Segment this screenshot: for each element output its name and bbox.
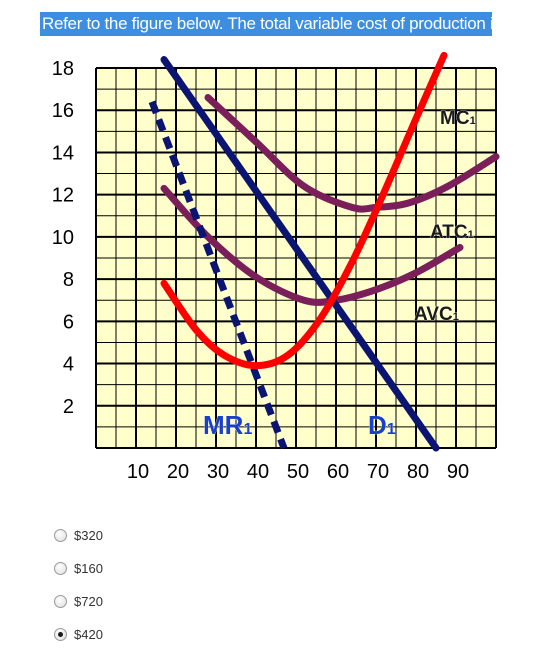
series-line-avc1: [160, 184, 464, 306]
y-tick-label: 16: [52, 100, 74, 122]
y-tick-label: 6: [63, 311, 74, 333]
y-tick-label: 4: [63, 354, 74, 376]
x-tick-label: 50: [287, 461, 309, 483]
answer-option-label[interactable]: $420: [74, 626, 103, 642]
answer-option[interactable]: $160: [54, 559, 103, 577]
radio-button[interactable]: [54, 528, 67, 542]
y-tick-label: 8: [63, 269, 74, 291]
y-tick-label: 10: [52, 227, 74, 249]
series-label-mr1: MR1: [203, 410, 252, 440]
answer-option[interactable]: $320: [54, 526, 103, 544]
answer-option[interactable]: $420: [54, 625, 103, 643]
series-line-mc1: [160, 51, 448, 370]
series-label-mc1: MC1: [440, 108, 476, 129]
series-line-d1: [160, 56, 440, 452]
series-line-atc1: [204, 94, 500, 213]
series-label-avc1: AVC1: [414, 304, 459, 325]
x-tick-label: 60: [327, 461, 349, 483]
radio-button[interactable]: [54, 627, 67, 641]
x-tick-label: 90: [447, 461, 469, 483]
series-label-atc1: ATC1: [430, 222, 474, 243]
radio-button[interactable]: [54, 561, 67, 575]
answer-option[interactable]: $720: [54, 592, 103, 610]
x-tick-label: 40: [247, 461, 269, 483]
radio-button[interactable]: [54, 594, 67, 608]
question-text: Refer to the figure below. The total var…: [40, 12, 506, 36]
y-tick-label: 18: [52, 58, 74, 80]
answer-option-label[interactable]: $720: [74, 593, 103, 609]
series-line-mr1: [148, 100, 288, 450]
x-tick-label: 70: [367, 461, 389, 483]
x-tick-label: 20: [167, 461, 189, 483]
x-tick-label: 10: [127, 461, 149, 483]
y-tick-label: 14: [52, 142, 74, 164]
x-tick-label: 30: [207, 461, 229, 483]
series-label-d1: D1: [368, 410, 396, 440]
y-tick-label: 12: [52, 185, 74, 207]
x-tick-label: 80: [407, 461, 429, 483]
y-tick-label: 2: [63, 396, 74, 418]
answer-option-label[interactable]: $320: [74, 527, 103, 543]
answer-option-label[interactable]: $160: [74, 560, 103, 576]
cost-curves-chart: 2 4 6 8 10 12 14 16 18 10 20 30 40 50 60 70 80 90 ATC1 AVC1…: [52, 51, 500, 483]
